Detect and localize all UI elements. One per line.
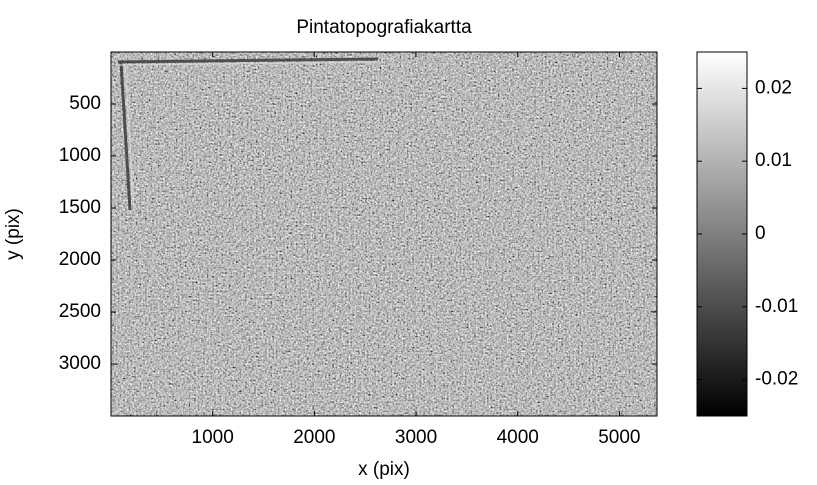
surface-scratch <box>117 57 379 211</box>
colorbar-tick-label: -0.01 <box>755 296 798 317</box>
y-tick-label: 3000 <box>59 353 101 374</box>
colorbar-tick-label: 0.01 <box>755 150 792 171</box>
chart-title: Pintatopografiakartta <box>296 17 472 38</box>
colorbar-tick-label: 0.02 <box>755 77 792 98</box>
y-tick-label: 2500 <box>59 301 101 322</box>
x-tick-label: 5000 <box>598 427 640 448</box>
heatmap-texture <box>111 52 657 416</box>
y-tick-label: 1000 <box>59 145 101 166</box>
y-axis-label: y (pix) <box>3 208 24 260</box>
surface-scratch-highlight <box>117 61 379 211</box>
y-tick-label: 500 <box>69 93 101 114</box>
colorbar-tick-label: -0.02 <box>755 369 798 390</box>
x-tick-label: 1000 <box>192 427 234 448</box>
x-tick-label: 2000 <box>293 427 335 448</box>
x-axis-label: x (pix) <box>358 459 410 480</box>
axes-frame <box>110 51 658 417</box>
y-tick-label: 1500 <box>59 197 101 218</box>
colorbar-tick-label: 0 <box>755 223 766 244</box>
x-tick-label: 4000 <box>497 427 539 448</box>
colorbar <box>696 51 748 417</box>
y-tick-label: 2000 <box>59 249 101 270</box>
x-tick-label: 3000 <box>395 427 437 448</box>
